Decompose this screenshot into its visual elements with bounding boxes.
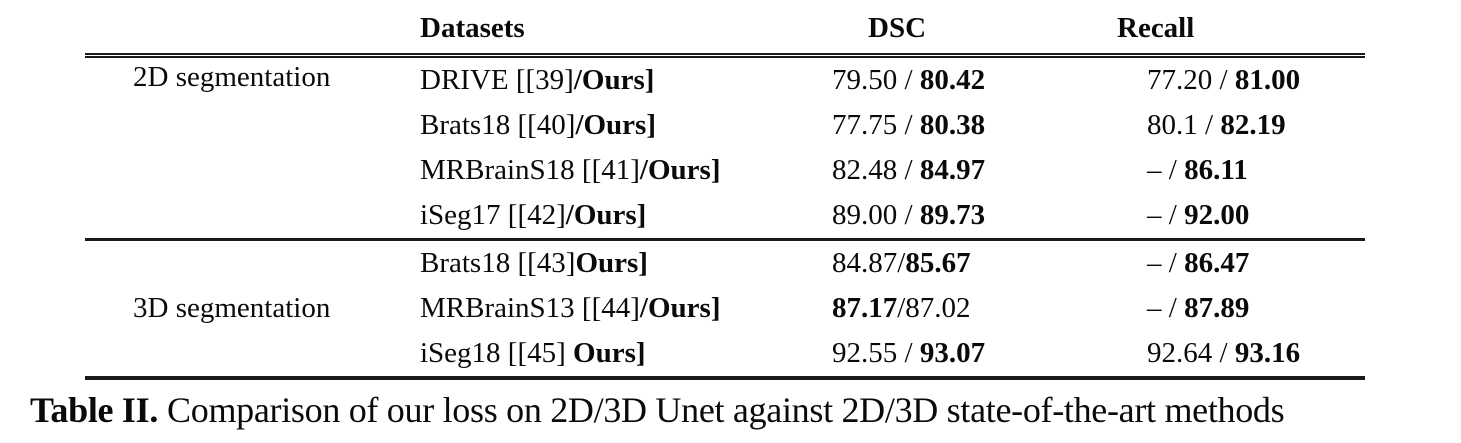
dataset-value-plain: Brats18 [[40]: [420, 109, 576, 141]
table-row: iSeg17 [[42]/Ours] 89.00 / 89.73– / 92.00: [85, 193, 1365, 240]
recall-value-bold: 93.16: [1234, 337, 1301, 369]
recall-cell: 92.64 / 93.16: [1095, 331, 1365, 378]
recall-value-bold: 82.19: [1220, 109, 1286, 141]
dsc-value-plain: 84.87/: [832, 247, 906, 279]
dsc-value-bold: 80.42: [919, 64, 986, 96]
dataset-cell: DRIVE [[39]/Ours]: [415, 56, 830, 104]
dataset-cell: iSeg17 [[42]/Ours]: [415, 193, 830, 240]
table-body: 2D segmentation DRIVE [[39]/Ours] 79.50 / …: [85, 56, 1365, 378]
dataset-cell: Brats18 [[40]/Ours]: [415, 103, 830, 148]
recall-value-bold: 92.00: [1184, 199, 1250, 231]
dataset-cell: MRBrainS18 [[41]/Ours]: [415, 148, 830, 193]
recall-value-plain: 80.1 /: [1147, 109, 1221, 141]
dataset-cell: Brats18 [[43]Ours]: [415, 238, 830, 286]
recall-cell: – / 87.89: [1095, 286, 1365, 331]
recall-value-plain: 77.20 /: [1147, 64, 1235, 96]
dsc-cell: 82.48 / 84.97: [830, 148, 1095, 193]
dsc-value-bold: 87.17: [832, 292, 898, 324]
dataset-value-bold: /Ours]: [639, 154, 721, 186]
recall-value-plain: 92.64 /: [1147, 337, 1235, 369]
dsc-value-plain: 92.55 /: [832, 337, 920, 369]
row-group-label: 2D segmentation: [133, 61, 331, 93]
dsc-cell: 87.17/87.02: [830, 286, 1095, 331]
dsc-value-plain: 89.00 /: [832, 199, 920, 231]
dsc-value-bold: 89.73: [919, 199, 986, 231]
dsc-value-bold: 93.07: [919, 337, 986, 369]
table-row: 2D segmentation DRIVE [[39]/Ours] 79.50 / …: [85, 56, 1365, 104]
dsc-cell: 92.55 / 93.07: [830, 331, 1095, 378]
row-group-label: 3D segmentation: [85, 238, 415, 378]
dataset-cell: MRBrainS13 [[44]/Ours]: [415, 286, 830, 331]
recall-value-bold: 86.11: [1184, 154, 1248, 186]
col-header-datasets: Datasets: [415, 2, 830, 58]
table-header: Datasets DSC Recall: [85, 2, 1365, 58]
recall-cell: – / 86.11: [1095, 148, 1365, 193]
dsc-value-plain: 82.48 /: [832, 154, 920, 186]
dataset-value-plain: DRIVE [[39]: [420, 64, 574, 96]
dataset-value-plain: iSeg18 [[45]: [420, 337, 574, 369]
dataset-value-plain: iSeg17 [[42]: [420, 199, 566, 231]
recall-cell: – / 86.47: [1095, 238, 1365, 286]
col-header-recall: Recall: [1095, 2, 1365, 58]
paper-table-figure: Datasets DSC Recall 2D segmentation DRIVE…: [30, 2, 1461, 431]
dataset-value-plain: MRBrainS13 [[44]: [420, 292, 640, 324]
recall-cell: 77.20 / 81.00: [1095, 56, 1365, 104]
col-header-dsc: DSC: [830, 2, 1095, 58]
table-row: MRBrainS13 [[44]/Ours] 87.17/87.02– / 87.…: [85, 286, 1365, 331]
dataset-value-plain: Brats18 [[43]: [420, 247, 576, 279]
dataset-value-bold: /Ours]: [573, 64, 655, 96]
dataset-value-bold: /Ours]: [575, 109, 656, 141]
recall-value-plain: – /: [1147, 247, 1185, 279]
table-row: Brats18 [[40]/Ours] 77.75 / 80.38 80.1 / 8…: [85, 103, 1365, 148]
dsc-cell: 79.50 / 80.42: [830, 56, 1095, 104]
table-caption: Table II. Comparison of our loss on 2D/3D…: [30, 389, 1461, 431]
col-header-group: [85, 2, 415, 58]
dsc-value-bold: 84.97: [919, 154, 986, 186]
table-row: MRBrainS18 [[41]/Ours] 82.48 / 84.97– / 8…: [85, 148, 1365, 193]
recall-value-plain: – /: [1147, 199, 1185, 231]
header-row: Datasets DSC Recall: [85, 2, 1365, 58]
dataset-cell: iSeg18 [[45] Ours]: [415, 331, 830, 378]
dsc-value-plain: 77.75 /: [832, 109, 920, 141]
dsc-value-bold: 80.38: [919, 109, 986, 141]
recall-cell: 80.1 / 82.19: [1095, 103, 1365, 148]
recall-cell: – / 92.00: [1095, 193, 1365, 240]
dataset-value-bold: Ours]: [573, 337, 646, 369]
dataset-value-bold: /Ours]: [565, 199, 647, 231]
dataset-value-bold: /Ours]: [639, 292, 721, 324]
recall-value-plain: – /: [1147, 292, 1185, 324]
table-row: 3D segmentation Brats18 [[43]Ours] 84.87/8…: [85, 238, 1365, 378]
dataset-value-plain: MRBrainS18 [[41]: [420, 154, 640, 186]
dsc-cell: 89.00 / 89.73: [830, 193, 1095, 240]
table-row: iSeg18 [[45] Ours] 92.55 / 93.07 92.64 / 9…: [85, 331, 1365, 378]
recall-value-bold: 86.47: [1184, 247, 1250, 279]
comparison-table: Datasets DSC Recall 2D segmentation DRIVE…: [85, 2, 1365, 380]
dsc-value-plain: /87.02: [897, 292, 971, 324]
recall-value-bold: 81.00: [1234, 64, 1301, 96]
dsc-cell: 84.87/85.67: [830, 238, 1095, 286]
recall-value-plain: – /: [1147, 154, 1185, 186]
dsc-cell: 77.75 / 80.38: [830, 103, 1095, 148]
caption-text: Comparison of our loss on 2D/3D Unet aga…: [167, 390, 1285, 430]
recall-value-bold: 87.89: [1184, 292, 1250, 324]
dataset-value-bold: Ours]: [575, 247, 648, 279]
dsc-value-bold: 85.67: [905, 247, 971, 279]
caption-label: Table II.: [30, 390, 159, 430]
dsc-value-plain: 79.50 /: [832, 64, 920, 96]
